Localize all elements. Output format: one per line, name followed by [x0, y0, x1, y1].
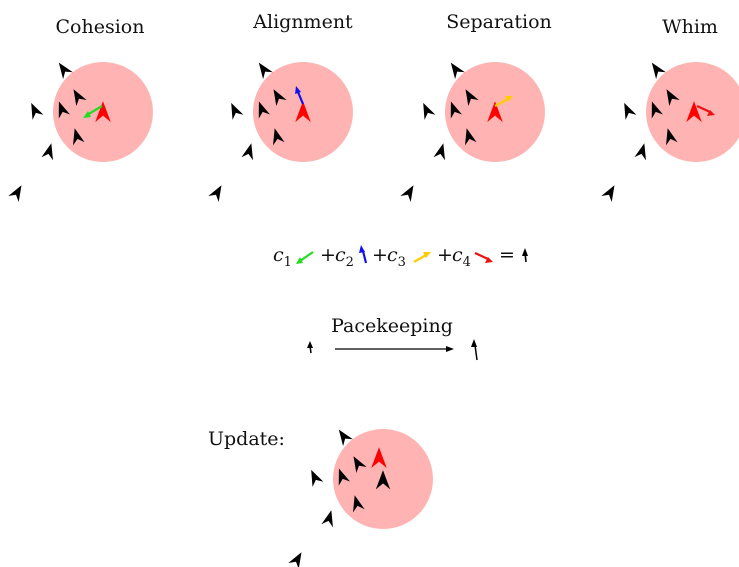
boid [418, 100, 436, 120]
pacekeeping-arrow-head [446, 346, 454, 352]
pacekeeping-step: Pacekeeping [307, 315, 477, 360]
boid [619, 100, 637, 120]
boid [321, 509, 337, 528]
panel-title-whim: Whim [662, 16, 718, 38]
boid [226, 100, 244, 120]
resultant-vector-head [522, 248, 528, 256]
input-vector-head [307, 341, 313, 348]
panel-title-alignment: Alignment [252, 11, 353, 33]
separation-vector [414, 255, 426, 262]
panel-cohesion: Cohesion [8, 16, 153, 202]
boid [208, 182, 226, 202]
boid [306, 467, 324, 487]
panel-alignment: Alignment [208, 11, 353, 202]
coef-c2: c2 [335, 244, 354, 270]
output-vector-head [471, 339, 477, 347]
panel-separation: Separation [400, 11, 551, 202]
coef-c1: c1 [273, 244, 292, 270]
cohesion-vector [300, 252, 313, 261]
boid [241, 142, 257, 161]
panel-whim: Whim [601, 16, 739, 202]
boid [8, 182, 26, 202]
whim-vector [475, 253, 488, 259]
boid [634, 142, 650, 161]
panel-title-cohesion: Cohesion [56, 16, 145, 38]
pacekeeping-label: Pacekeeping [331, 315, 453, 337]
boid [400, 182, 418, 202]
coef-c4: c4 [452, 244, 471, 270]
plus-sign: + [372, 244, 388, 266]
alignment-vector-head [359, 245, 365, 253]
boid [41, 142, 57, 161]
weighted-sum-equation: c1 + c2 + c3 + c4 = [273, 244, 528, 270]
coef-c3: c3 [387, 244, 406, 270]
equals-sign: = [499, 244, 515, 266]
panel-title-separation: Separation [446, 11, 552, 33]
output-vector [475, 345, 477, 360]
boid [601, 182, 619, 202]
boid [288, 549, 306, 567]
alignment-vector [363, 251, 366, 263]
boid [433, 142, 449, 161]
update-step: Update: [208, 426, 433, 567]
plus-sign: + [320, 244, 336, 266]
update-label: Update: [208, 428, 285, 450]
plus-sign: + [437, 244, 453, 266]
boid [26, 100, 44, 120]
